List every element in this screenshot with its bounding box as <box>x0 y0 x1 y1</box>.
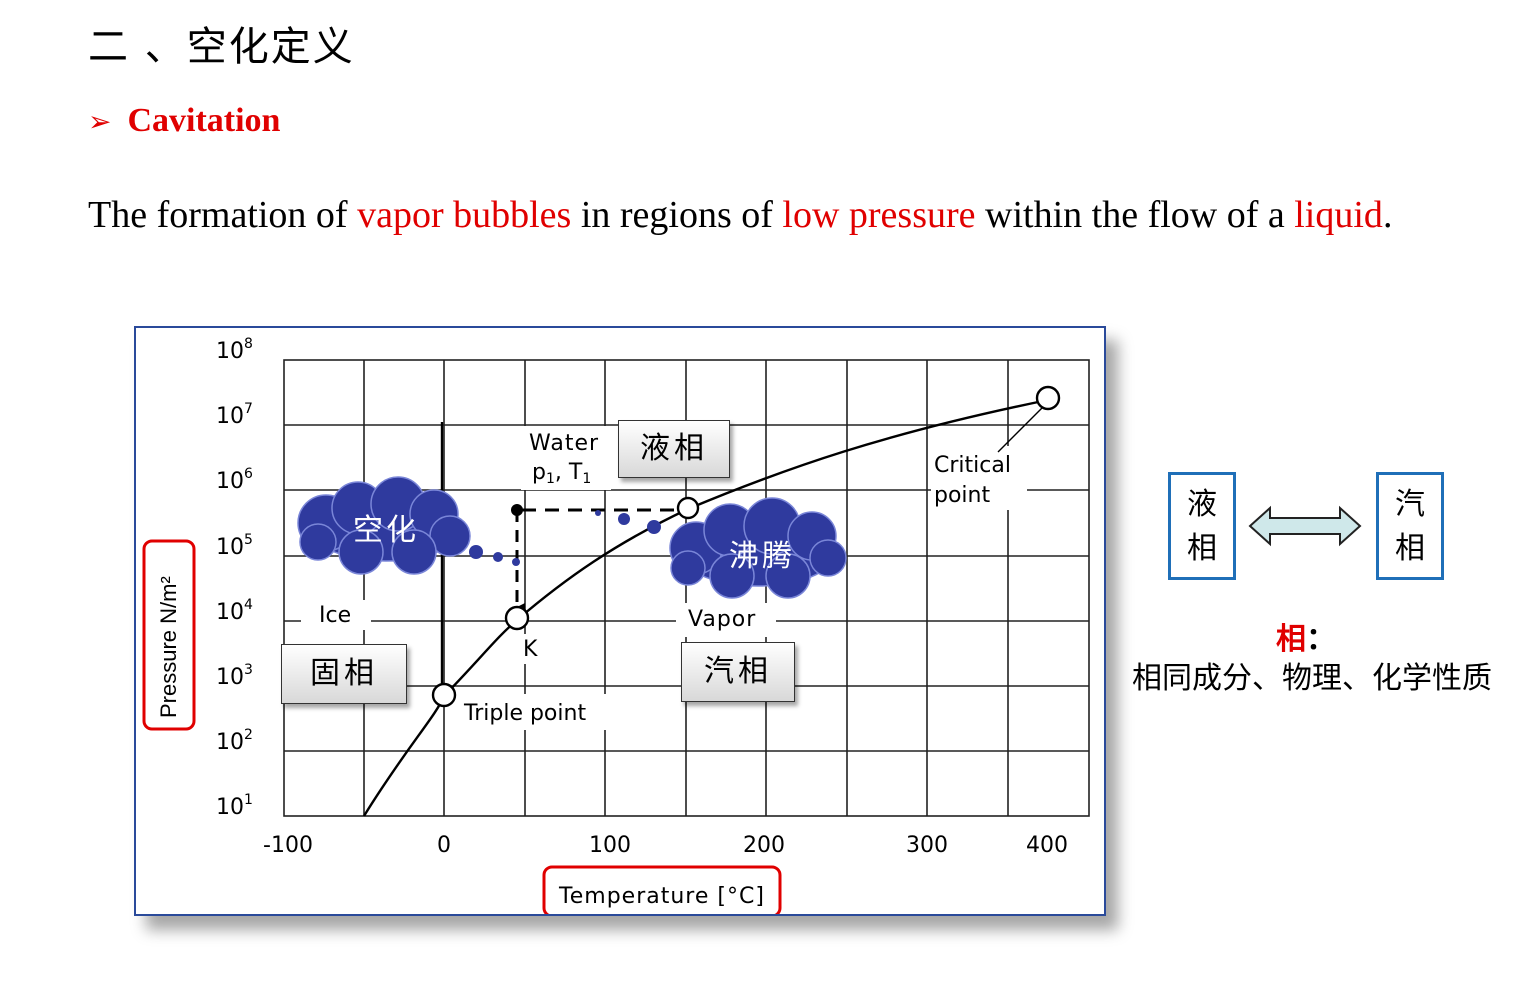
y-tick-label: 106 <box>216 466 253 494</box>
vapor-phase-char: 相 <box>1395 531 1425 566</box>
y-axis-label: Pressure N/m² <box>156 576 181 718</box>
vaporization-curve <box>362 398 1049 817</box>
vapor-phase-box: 汽相 <box>681 642 795 702</box>
bullet-arrow-icon: ➢ <box>88 105 112 138</box>
bullet-text: Cavitation <box>127 102 281 139</box>
x-tick-label: -100 <box>263 833 313 858</box>
critical-label-1: Critical <box>934 453 1011 478</box>
x-tick-label: 200 <box>743 833 785 858</box>
water-label: Water <box>529 431 599 456</box>
para-highlight: vapor bubbles <box>357 194 572 236</box>
k-label: K <box>523 637 538 662</box>
y-tick-label: 104 <box>216 597 253 625</box>
y-tick-label: 101 <box>216 792 253 820</box>
x-axis-label-highlight <box>542 865 782 914</box>
liquid-phase-char: 液 <box>1187 487 1217 522</box>
cavitation-cloud-label: 空化 <box>353 513 419 548</box>
phase-note-colon: ： <box>1306 622 1336 657</box>
y-tick-label: 107 <box>216 401 253 429</box>
label-masks <box>301 426 1027 730</box>
para-text: within the flow of a <box>975 194 1295 236</box>
cavitation-cloud: 空化 <box>297 476 471 575</box>
x-tick-label: 0 <box>437 833 451 858</box>
phase-note-title: 相： <box>1276 614 1336 658</box>
ice-label: Ice <box>319 603 351 628</box>
point-k-marker <box>504 605 530 631</box>
slide-heading: 二 、空化定义 <box>88 24 355 70</box>
para-text: . <box>1382 194 1393 236</box>
para-highlight: low pressure <box>782 194 976 236</box>
phase-note-text: 相同成分、物理、化学性质 <box>1132 661 1492 696</box>
para-text: in regions of <box>571 194 783 236</box>
y-tick-label: 103 <box>216 662 253 690</box>
y-tick-label: 108 <box>216 336 253 364</box>
boiling-point-marker <box>676 496 700 520</box>
bullet-title: ➢ Cavitation <box>88 102 280 140</box>
vapor-phase-card: 汽 相 <box>1376 472 1444 580</box>
y-tick-labels: 108 107 106 105 104 103 102 101 <box>216 336 253 820</box>
x-tick-label: 400 <box>1026 833 1068 858</box>
vapor-phase-char: 汽 <box>1395 487 1425 522</box>
liquid-phase-char: 相 <box>1187 531 1217 566</box>
vapor-label: Vapor <box>688 607 756 632</box>
state-point <box>511 504 523 516</box>
phase-diagram: Water p1, T1 Critical point Ice Vapor K … <box>142 336 1090 914</box>
boiling-cloud: 沸腾 <box>669 497 847 599</box>
x-tick-labels: -100 0 100 200 300 400 <box>263 833 1068 858</box>
triple-point-label: Triple point <box>463 701 586 726</box>
triple-point-marker <box>431 682 457 708</box>
state-label: p1, T1 <box>532 460 591 487</box>
x-tick-label: 100 <box>589 833 631 858</box>
boiling-cloud-label: 沸腾 <box>729 539 795 574</box>
y-tick-label: 105 <box>216 532 253 560</box>
critical-point-marker <box>1035 385 1061 411</box>
y-axis-label-highlight <box>142 539 196 731</box>
phase-diagram-figure: Water p1, T1 Critical point Ice Vapor K … <box>134 326 1106 916</box>
bubble-dots <box>469 510 661 566</box>
para-highlight: liquid <box>1294 194 1383 236</box>
solid-phase-box: 固相 <box>281 644 407 704</box>
critical-leader <box>997 405 1045 453</box>
para-text: The formation of <box>88 194 358 236</box>
x-axis-label: Temperature [°C] <box>558 884 765 909</box>
y-tick-label: 102 <box>216 727 253 755</box>
liquid-phase-box: 液相 <box>618 420 730 478</box>
x-tick-label: 300 <box>906 833 948 858</box>
phase-note-keyword: 相 <box>1276 622 1306 657</box>
definition-paragraph: The formation of vapor bubbles in region… <box>28 178 1496 252</box>
critical-label-2: point <box>934 483 990 508</box>
double-arrow-icon <box>1248 505 1362 547</box>
liquid-phase-card: 液 相 <box>1168 472 1236 580</box>
